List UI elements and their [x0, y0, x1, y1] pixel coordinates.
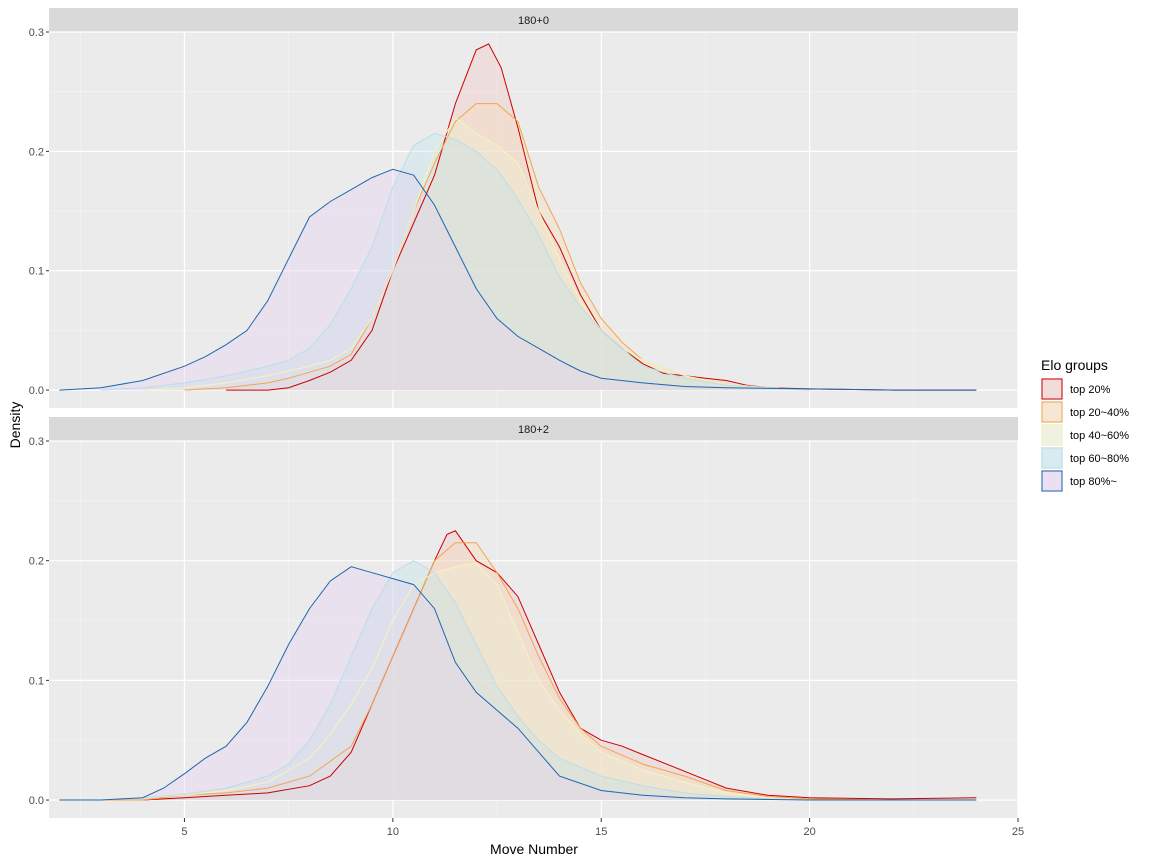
density-area	[142, 530, 977, 800]
legend-key	[1041, 424, 1063, 446]
legend: Elo groups top 20%top 20~40%top 40~60%to…	[1041, 357, 1129, 492]
density-line	[59, 562, 810, 801]
density-line	[59, 542, 894, 801]
x-tick-label: 25	[1012, 826, 1024, 838]
legend-item: top 20%	[1041, 378, 1111, 400]
legend-item: top 40~60%	[1041, 424, 1129, 446]
y-tick-label: 0.2	[29, 146, 44, 158]
density-lines	[59, 43, 977, 391]
y-tick-label: 0.1	[29, 266, 44, 278]
legend-key	[1041, 470, 1063, 492]
y-tick-label: 0.1	[29, 675, 44, 687]
legend-item: top 60~80%	[1041, 447, 1129, 469]
legend-title: Elo groups	[1041, 357, 1108, 373]
legend-key	[1041, 401, 1063, 423]
density-area	[59, 566, 977, 800]
density-area	[184, 103, 810, 391]
density-area	[59, 169, 977, 391]
facet-strip	[49, 8, 1018, 32]
y-axis: 0.0 0.1 0.2 0.3	[29, 27, 49, 397]
facet-strip-label: 180+2	[518, 424, 549, 436]
density-line	[142, 117, 810, 391]
legend-item: top 80%~	[1041, 470, 1117, 492]
density-line	[101, 132, 810, 391]
facet-strip-label: 180+0	[518, 15, 549, 27]
y-tick-label: 0.3	[29, 27, 44, 39]
facet-strip	[49, 417, 1018, 441]
density-area	[101, 133, 810, 391]
density-line	[59, 566, 977, 801]
y-tick-label: 0.2	[29, 556, 44, 568]
gridlines	[49, 31, 1019, 408]
density-lines	[59, 530, 977, 801]
facet-panel: 180+2 0.0 0.1 0.2 0.3	[29, 417, 1019, 818]
x-tick-label: 5	[181, 826, 187, 838]
legend-label: top 20~40%	[1070, 407, 1129, 419]
density-area	[226, 43, 977, 391]
y-tick-label: 0.0	[29, 795, 44, 807]
density-area	[59, 542, 893, 800]
x-tick-label: 15	[595, 826, 607, 838]
legend-label: top 60~80%	[1070, 453, 1129, 465]
legend-key	[1041, 378, 1063, 400]
facet-panel: 180+0 0.0 0.1 0.2 0.3	[29, 8, 1019, 408]
density-line	[142, 530, 977, 801]
x-axis-title: Move Number	[490, 841, 578, 857]
density-area	[142, 117, 810, 391]
legend-item: top 20~40%	[1041, 401, 1129, 423]
legend-label: top 40~60%	[1070, 430, 1129, 442]
density-line	[59, 168, 977, 391]
legend-key	[1041, 447, 1063, 469]
y-tick-label: 0.3	[29, 436, 44, 448]
x-tick-label: 20	[803, 826, 815, 838]
density-area	[59, 563, 810, 800]
density-areas	[59, 530, 977, 800]
facet-panels: 180+0 0.0 0.1 0.2 0.3 180+2 0.0 0.1 0.2 0.3	[29, 8, 1019, 818]
x-tick-label: 10	[387, 826, 399, 838]
legend-items: top 20% top 20~40% top 40~60% top 60~80% top…	[1041, 378, 1129, 492]
legend-label: top 20%	[1070, 384, 1111, 396]
y-axis: 0.0 0.1 0.2 0.3	[29, 436, 49, 807]
density-areas	[59, 43, 977, 391]
legend-label: top 80%~	[1070, 476, 1117, 488]
x-axis: 5 10 15 20 25	[181, 818, 1024, 838]
y-axis-title: Density	[7, 402, 23, 449]
density-area	[101, 560, 810, 800]
y-tick-label: 0.0	[29, 385, 44, 397]
density-line	[101, 560, 810, 801]
density-line	[226, 43, 977, 391]
